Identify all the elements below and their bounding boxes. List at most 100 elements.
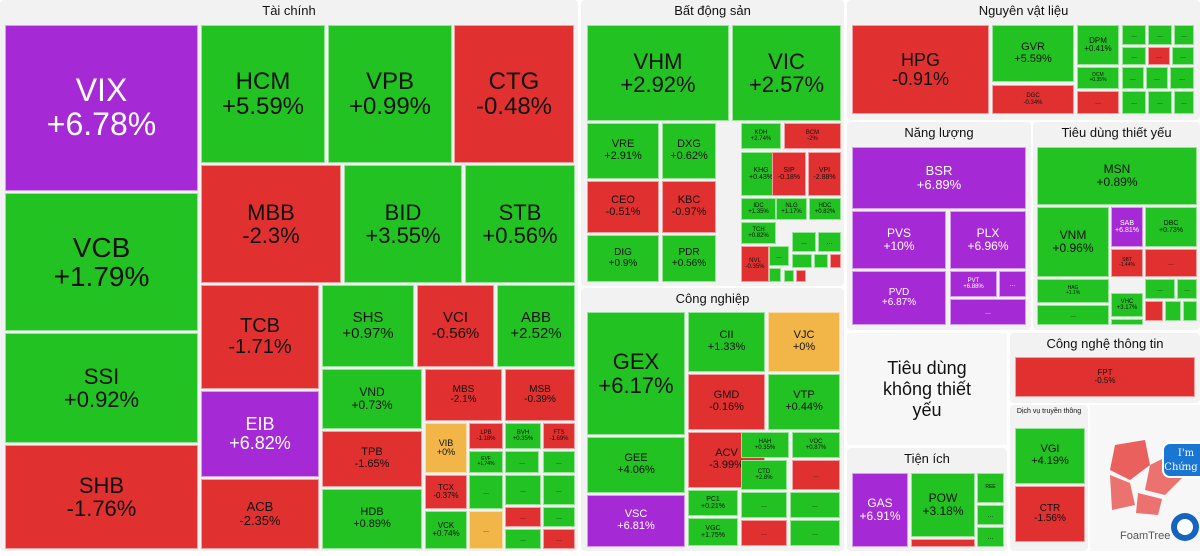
tile-minor[interactable] bbox=[784, 270, 794, 282]
tile-minor[interactable] bbox=[769, 268, 781, 282]
tile-minor[interactable]: ... bbox=[1148, 25, 1172, 45]
tile-vhm[interactable]: VHM +2.92% bbox=[587, 25, 729, 121]
tile-minor[interactable]: ... bbox=[977, 527, 1004, 547]
tile-dbc[interactable]: DBC +0.73% bbox=[1145, 207, 1197, 247]
tile-minor[interactable] bbox=[911, 539, 975, 547]
tile-vic[interactable]: VIC +2.57% bbox=[732, 25, 841, 121]
tile-msn[interactable]: MSN +0.89% bbox=[1037, 147, 1197, 205]
tile-minor[interactable]: ... bbox=[741, 492, 787, 518]
tile-tcx[interactable]: TCX -0.37% bbox=[425, 475, 467, 509]
tile-vib[interactable]: VIB +0% bbox=[425, 423, 467, 473]
tile-voc[interactable]: VOC +0.87% bbox=[792, 432, 840, 458]
tile-minor[interactable]: ... bbox=[1177, 279, 1197, 299]
tile-dig[interactable]: DIG +0.9% bbox=[587, 235, 659, 282]
tile-evf[interactable]: EVF +1.74% bbox=[469, 451, 503, 473]
tile-minor[interactable]: ... bbox=[543, 529, 575, 549]
tile-minor[interactable] bbox=[830, 254, 841, 268]
tile-minor[interactable]: ... bbox=[950, 299, 1026, 325]
tile-dcm[interactable]: DCM +0.35% bbox=[1077, 67, 1119, 89]
tile-vpb[interactable]: VPB +0.99% bbox=[328, 25, 452, 163]
tile-minor[interactable]: ... bbox=[792, 232, 816, 252]
tile-pdr[interactable]: PDR +0.56% bbox=[662, 235, 716, 282]
tile-minor[interactable]: ... bbox=[1122, 91, 1146, 114]
tile-minor[interactable]: ... bbox=[1122, 25, 1146, 45]
tile-bsr[interactable]: BSR +6.89% bbox=[852, 147, 1026, 209]
tile-sab[interactable]: SAB +6.81% bbox=[1111, 207, 1143, 247]
tile-stb[interactable]: STB +0.56% bbox=[465, 165, 575, 283]
tile-minor[interactable] bbox=[1183, 301, 1197, 321]
tile-gmd[interactable]: GMD -0.16% bbox=[688, 374, 765, 430]
tile-ctg[interactable]: CTG -0.48% bbox=[454, 25, 574, 163]
tile-tch[interactable]: TCH +0.82% bbox=[741, 222, 776, 244]
tile-hag[interactable]: HAG +1.1% bbox=[1037, 279, 1109, 303]
tile-bvh[interactable]: BVH +0.35% bbox=[505, 423, 541, 449]
tile-pc1[interactable]: PC1 +0.21% bbox=[688, 490, 738, 516]
tile-dpm[interactable]: DPM +0.41% bbox=[1077, 25, 1119, 65]
tile-hah[interactable]: HAH +0.35% bbox=[741, 432, 789, 458]
tile-plx[interactable]: PLX +6.96% bbox=[950, 211, 1026, 269]
tile-gex[interactable]: GEX +6.17% bbox=[587, 312, 685, 435]
tile-abb[interactable]: ABB +2.52% bbox=[497, 285, 575, 367]
tile-minor[interactable]: ... bbox=[505, 507, 541, 527]
tile-minor[interactable]: ... bbox=[818, 232, 841, 252]
tile-minor[interactable] bbox=[1165, 301, 1181, 321]
tile-vsc[interactable]: VSC +6.81% bbox=[587, 495, 685, 547]
tile-minor[interactable]: ... bbox=[769, 246, 789, 266]
tile-minor[interactable]: ... bbox=[1174, 91, 1194, 114]
tile-minor[interactable]: ... bbox=[790, 520, 840, 546]
tile-minor[interactable] bbox=[1111, 319, 1143, 325]
tile-gas[interactable]: GAS +6.91% bbox=[852, 473, 908, 547]
tile-vnm[interactable]: VNM +0.96% bbox=[1037, 207, 1109, 277]
tile-lpb[interactable]: LPB -1.18% bbox=[469, 423, 503, 449]
tile-msb[interactable]: MSB -0.39% bbox=[505, 369, 575, 421]
tile-minor[interactable]: ... bbox=[792, 460, 840, 490]
tile-hdb[interactable]: HDB +0.89% bbox=[322, 489, 422, 549]
tile-minor[interactable]: ... bbox=[469, 475, 503, 509]
tile-minor[interactable]: ... bbox=[1145, 279, 1175, 299]
tile-minor[interactable]: ... bbox=[469, 511, 503, 549]
tile-minor[interactable]: ... bbox=[790, 492, 840, 518]
tile-minor[interactable]: ... bbox=[1170, 67, 1194, 89]
tile-minor[interactable] bbox=[1145, 301, 1163, 321]
tile-fts[interactable]: FTS -1.69% bbox=[543, 423, 575, 449]
tile-minor[interactable]: ... bbox=[505, 529, 541, 549]
tile-minor[interactable]: ... bbox=[1146, 67, 1168, 89]
tile-acb[interactable]: ACB -2.35% bbox=[201, 479, 319, 549]
tile-ssi[interactable]: SSI +0.92% bbox=[5, 333, 198, 443]
tile-hdc[interactable]: HDC +0.82% bbox=[809, 198, 841, 220]
tile-shb[interactable]: SHB -1.76% bbox=[5, 445, 198, 549]
tile-sbt[interactable]: SBT -1.44% bbox=[1111, 249, 1143, 277]
tile-minor[interactable] bbox=[796, 270, 806, 282]
tile-vre[interactable]: VRE +2.91% bbox=[587, 123, 659, 179]
tile-minor[interactable]: ... bbox=[543, 451, 575, 473]
tile-minor[interactable] bbox=[792, 254, 812, 268]
tile-minor[interactable]: ... bbox=[1077, 91, 1119, 114]
tile-vjc[interactable]: VJC +0% bbox=[768, 312, 840, 372]
tile-minor[interactable]: ... bbox=[505, 475, 541, 505]
tile-hcm[interactable]: HCM +5.59% bbox=[201, 25, 325, 163]
tile-pvd[interactable]: PVD +6.87% bbox=[852, 271, 946, 325]
tile-nvl[interactable]: NVL -0.35% bbox=[741, 246, 769, 282]
tile-minor[interactable]: ... bbox=[1145, 249, 1197, 277]
tile-minor[interactable]: ... bbox=[1122, 47, 1146, 65]
tile-minor[interactable]: ... bbox=[543, 475, 575, 505]
tile-minor[interactable]: ... bbox=[1037, 305, 1109, 325]
tile-vpi[interactable]: VPI -2.88% bbox=[808, 152, 841, 196]
tile-minor[interactable] bbox=[814, 254, 828, 268]
tile-nlg[interactable]: NLG +1.17% bbox=[776, 198, 807, 220]
tile-minor[interactable]: ... bbox=[543, 507, 575, 527]
tile-sip[interactable]: SIP -0.18% bbox=[772, 152, 806, 196]
tile-tpb[interactable]: TPB -1.65% bbox=[322, 431, 422, 487]
tile-bid[interactable]: BID +3.55% bbox=[344, 165, 462, 283]
tile-minor[interactable]: ... bbox=[1122, 67, 1144, 89]
tile-bcm[interactable]: BCM -2% bbox=[784, 123, 841, 149]
tile-minor[interactable]: ... bbox=[1148, 91, 1172, 114]
tile-vgc[interactable]: VGC +1.75% bbox=[688, 518, 738, 546]
tile-vtp[interactable]: VTP +0.44% bbox=[768, 374, 840, 430]
tile-minor[interactable]: ... bbox=[1172, 47, 1194, 65]
tile-vck[interactable]: VCK +0.74% bbox=[425, 511, 467, 549]
tile-mbs[interactable]: MBS -2.1% bbox=[425, 369, 502, 421]
tile-pow[interactable]: POW +3.18% bbox=[911, 473, 975, 537]
tile-idc[interactable]: IDC +1.35% bbox=[741, 198, 776, 220]
tile-gee[interactable]: GEE +4.06% bbox=[587, 437, 685, 493]
